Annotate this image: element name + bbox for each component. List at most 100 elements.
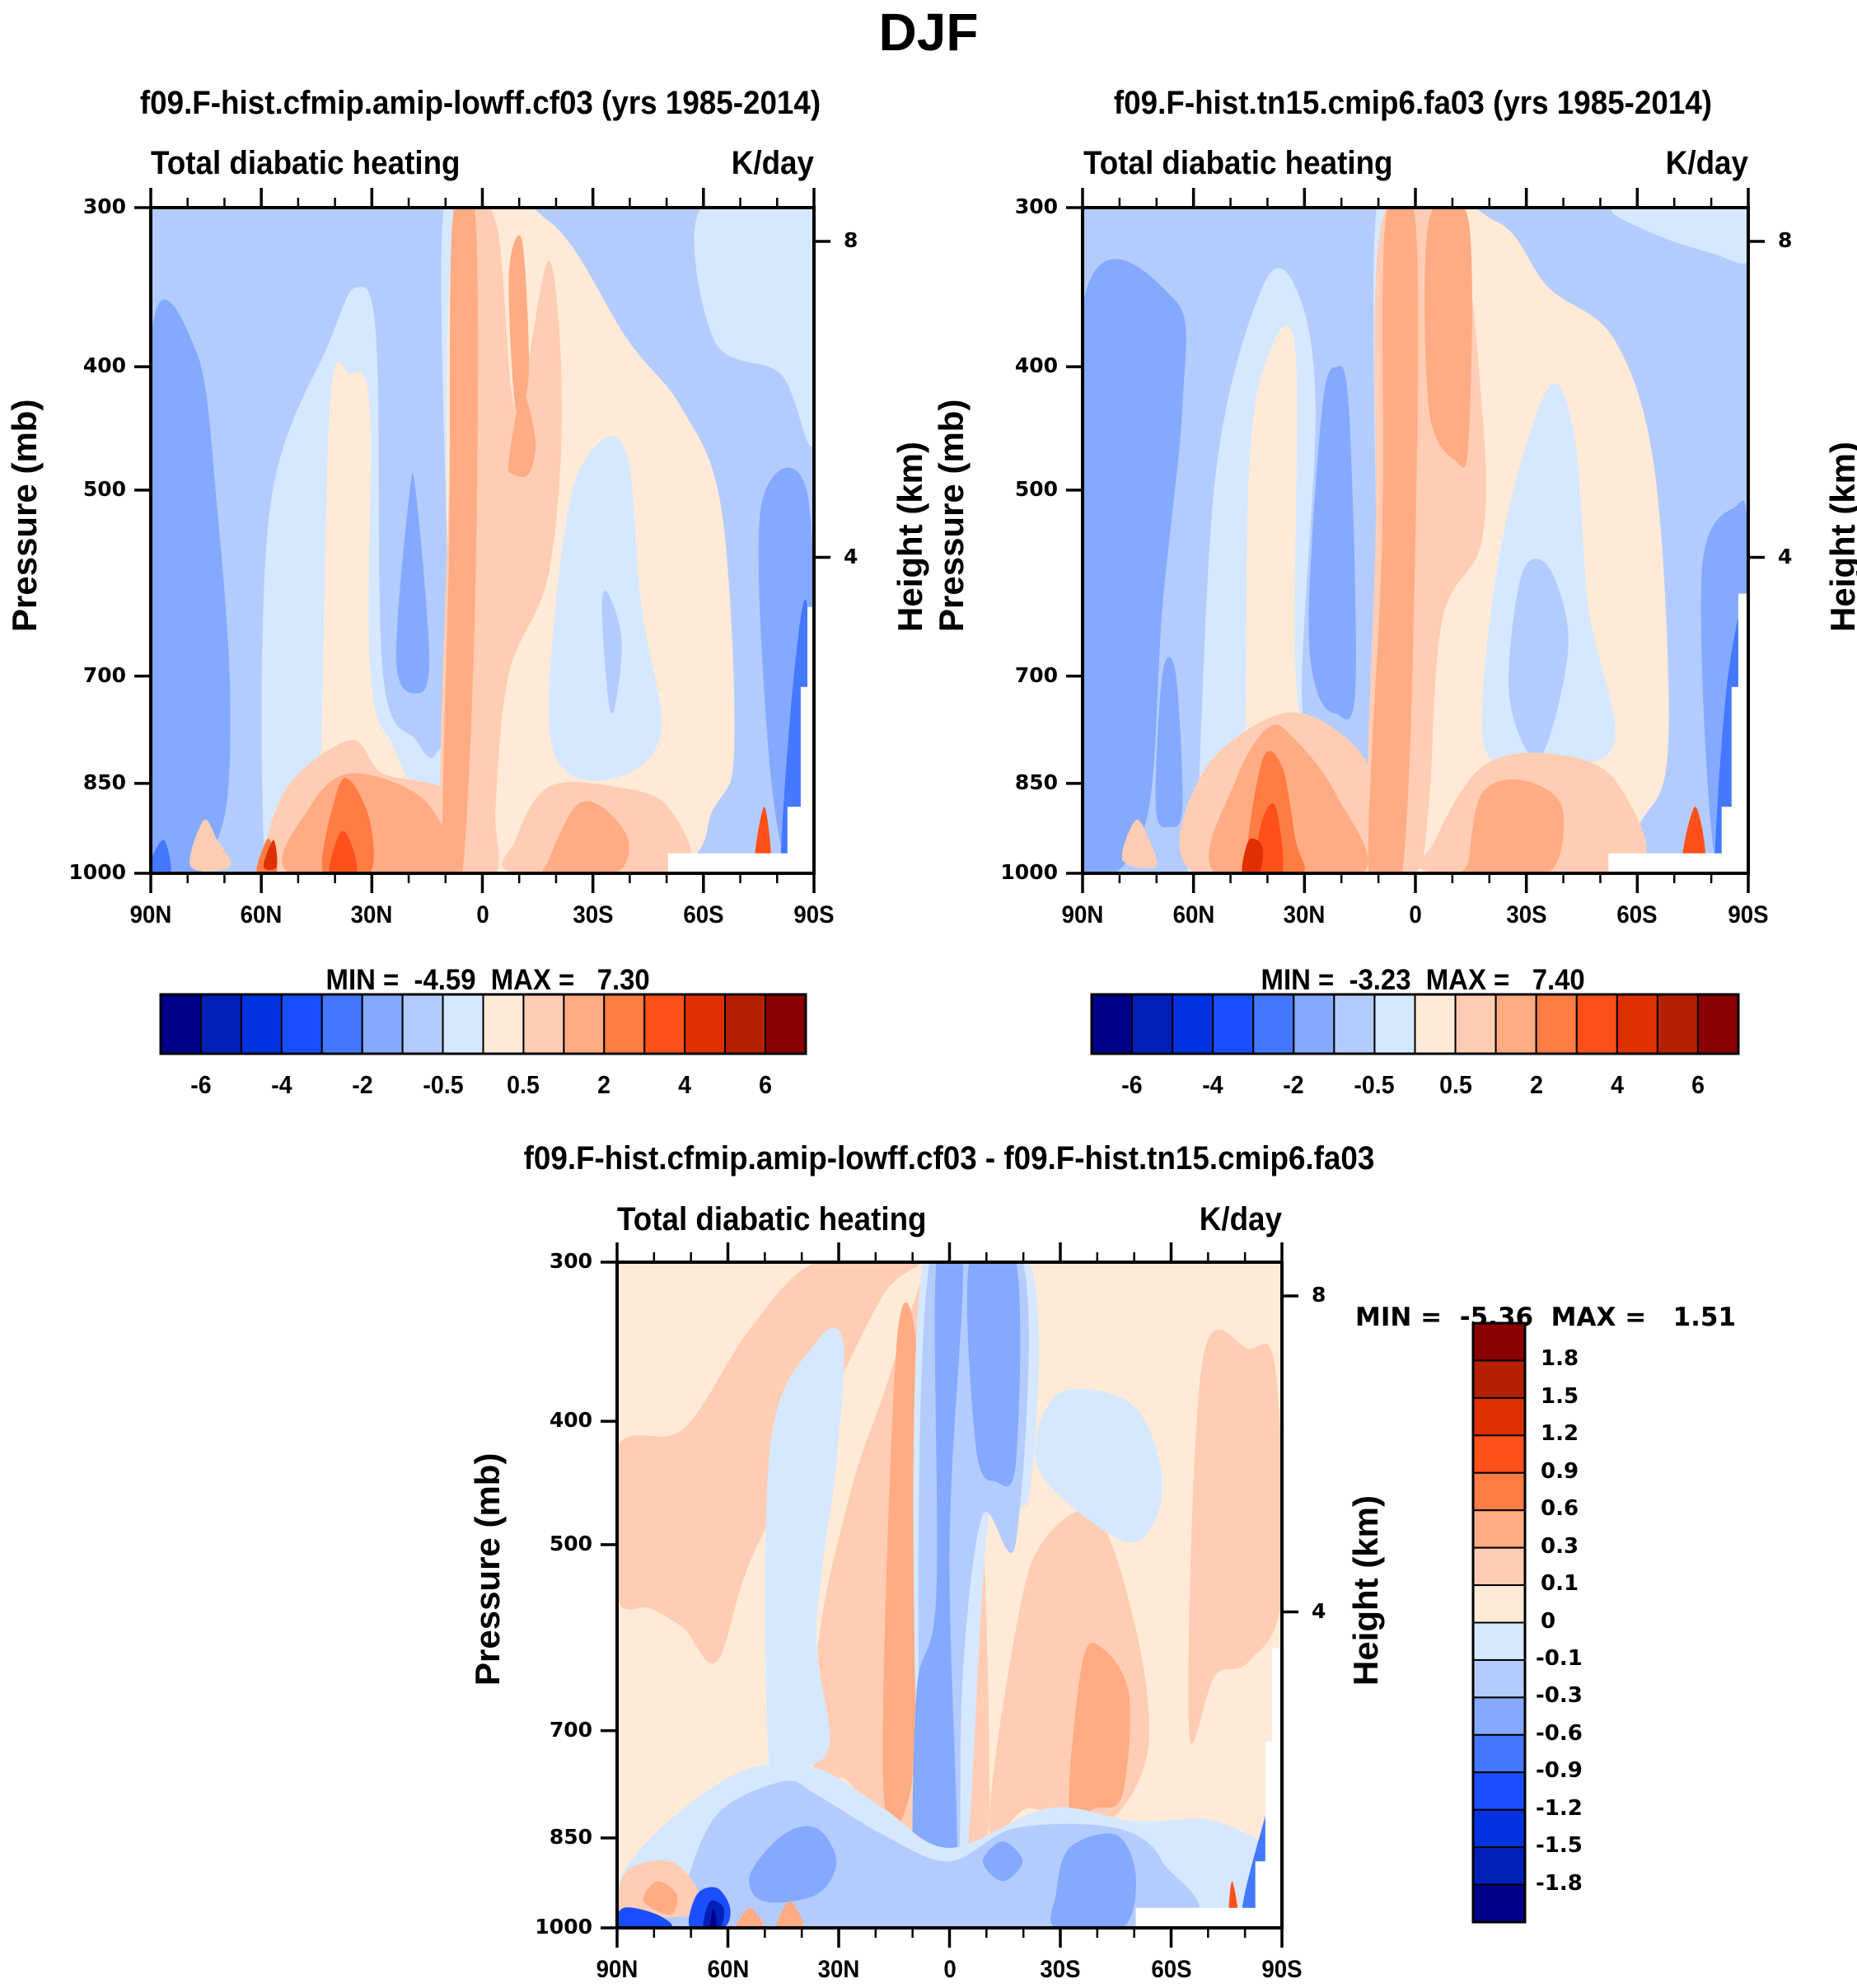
max-value: 1.51 xyxy=(1672,1303,1737,1332)
colorbar-label: -6 xyxy=(190,1070,212,1099)
contour-region xyxy=(617,1907,672,1928)
contour-region xyxy=(912,1262,963,1928)
colorbar-box xyxy=(1454,994,1497,1055)
colorbar-box xyxy=(1131,994,1174,1055)
contour-field xyxy=(151,208,814,873)
colorbar-frame xyxy=(1090,993,1740,1055)
figure-title: DJF xyxy=(878,2,979,62)
colorbar-label: 0.1 xyxy=(1541,1571,1579,1597)
colorbar-box xyxy=(1212,994,1255,1055)
x-tick-label: 90N xyxy=(596,1956,638,1983)
x-tick-label: 60N xyxy=(707,1956,749,1983)
panel-1-colorbar xyxy=(159,993,807,1055)
min-label: MIN = xyxy=(1355,1303,1443,1332)
x-tick-label: 60N xyxy=(240,901,283,929)
contour-region xyxy=(1462,779,1565,873)
y-tick-label: 400 xyxy=(549,1408,592,1433)
y-tick-label: 700 xyxy=(82,662,126,687)
missing-data-mask xyxy=(1135,1648,1282,1928)
y-tick-label: 500 xyxy=(1014,476,1058,501)
x-tick-label: 30S xyxy=(1506,901,1547,929)
min-value: -3.23 xyxy=(1349,964,1411,996)
colorbar-label: 0.9 xyxy=(1541,1458,1579,1484)
x-tick-label: 60S xyxy=(683,901,724,929)
contour-region xyxy=(189,819,232,872)
contour-region xyxy=(749,1826,837,1903)
panel-1-minmax: MIN = -4.59 MAX = 7.30 xyxy=(209,931,751,997)
contour-region xyxy=(1035,1388,1163,1542)
panel-3-contour-plot xyxy=(601,1242,1298,1948)
colorbar-box xyxy=(1472,1546,1526,1587)
colorbar-box xyxy=(1472,1621,1526,1661)
colorbar-box xyxy=(1472,1771,1526,1811)
panel-3-minmax: MIN = -5.36 MAX = 1.51 xyxy=(1355,1303,1736,1332)
colorbar-box xyxy=(240,994,283,1055)
colorbar-box xyxy=(522,994,565,1055)
colorbar-label: -2 xyxy=(351,1070,373,1099)
colorbar-label: 0.5 xyxy=(507,1070,540,1099)
y-tick-label: 300 xyxy=(549,1249,592,1273)
colorbar-box xyxy=(199,994,242,1055)
contour-region xyxy=(1050,1833,1136,1928)
contour-region xyxy=(542,801,629,873)
contour-region xyxy=(709,1907,718,1928)
height-tick-label: 4 xyxy=(844,544,858,568)
colorbar-box xyxy=(724,994,767,1055)
y-tick-label: 700 xyxy=(1014,662,1058,687)
colorbar-box xyxy=(1472,1846,1526,1886)
min-label: MIN = xyxy=(325,964,400,996)
missing-data-mask xyxy=(1608,593,1748,873)
colorbar-label: 0.5 xyxy=(1438,1070,1472,1099)
panel-2-colorbar xyxy=(1090,993,1740,1055)
contour-region xyxy=(1083,259,1186,873)
max-value: 7.30 xyxy=(596,964,650,996)
colorbar-label: 6 xyxy=(1691,1070,1705,1099)
x-tick-label: 90N xyxy=(1061,901,1104,929)
panel-2-minmax: MIN = -3.23 MAX = 7.40 xyxy=(1144,931,1686,997)
contour-region xyxy=(1424,208,1472,468)
y-tick-label: 1000 xyxy=(1000,860,1058,884)
x-tick-label: 30N xyxy=(1283,901,1326,929)
colorbar-label: -1.8 xyxy=(1536,1870,1583,1896)
y-tick-label: 850 xyxy=(1014,769,1058,794)
x-tick-label: 30S xyxy=(1040,1956,1081,1983)
panel-2-y2label: Height (km) xyxy=(1823,442,1857,632)
colorbar-box xyxy=(361,994,404,1055)
height-tick-label: 8 xyxy=(844,228,858,252)
colorbar-box xyxy=(643,994,686,1055)
contour-region xyxy=(151,840,171,873)
panel-1-left-string: Total diabatic heating xyxy=(151,145,461,181)
contour-region xyxy=(1121,819,1158,868)
colorbar-frame xyxy=(159,993,807,1055)
y-tick-label: 700 xyxy=(549,1717,592,1742)
colorbar-frame xyxy=(1471,1321,1527,1924)
x-tick-label: 90S xyxy=(1261,1956,1303,1983)
panel-3-ylabel: Pressure (mb) xyxy=(468,1452,507,1686)
colorbar-box xyxy=(1472,1696,1526,1736)
contour-region xyxy=(1069,1642,1130,1820)
colorbar-label: -4 xyxy=(271,1070,292,1099)
y-tick-label: 1000 xyxy=(535,1915,592,1939)
x-tick-label: 0 xyxy=(475,901,489,929)
max-label: MAX = xyxy=(1551,1303,1647,1332)
colorbar-label: 2 xyxy=(597,1070,611,1099)
colorbar-label: -0.1 xyxy=(1536,1645,1583,1671)
colorbar-box xyxy=(1656,994,1699,1055)
y-tick-label: 300 xyxy=(82,194,126,218)
panel-3-title: f09.F-hist.cfmip.amip-lowff.cf03 - f09.F… xyxy=(523,1140,1375,1176)
contour-region xyxy=(776,1901,804,1928)
colorbar-label: -2 xyxy=(1283,1070,1304,1099)
y-tick-label: 850 xyxy=(549,1824,592,1849)
contour-region xyxy=(1171,208,1434,873)
contour-region xyxy=(1508,559,1569,759)
colorbar-box xyxy=(1472,1322,1526,1362)
x-tick-label: 60S xyxy=(1150,1956,1192,1983)
colorbar-label: -0.6 xyxy=(1536,1720,1583,1746)
x-tick-label: 60S xyxy=(1616,901,1658,929)
colorbar-label: 1.2 xyxy=(1541,1421,1579,1447)
panel-3-units: K/day xyxy=(1199,1201,1282,1237)
colorbar-box xyxy=(1333,994,1376,1055)
x-tick-label: 30S xyxy=(573,901,614,929)
contour-region xyxy=(395,473,430,694)
panel-2-contour-plot xyxy=(1066,188,1765,893)
